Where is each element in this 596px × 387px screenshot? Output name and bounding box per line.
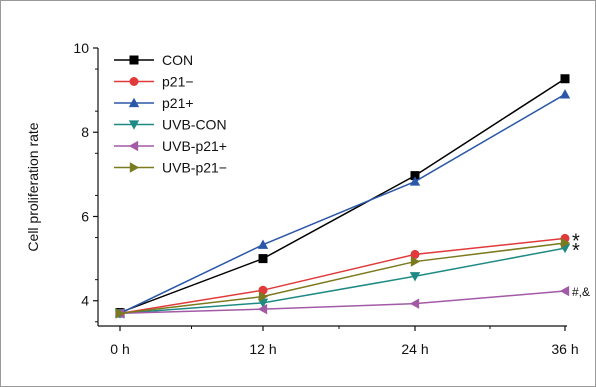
y-axis-title: Cell proliferation rate bbox=[25, 122, 41, 251]
x-ticks: 0 h 12 h 24 h 36 h bbox=[110, 326, 579, 357]
series-layer bbox=[114, 74, 571, 319]
series-line bbox=[119, 237, 566, 315]
data-point bbox=[409, 176, 421, 186]
series-line bbox=[119, 247, 566, 315]
series-line bbox=[119, 242, 566, 315]
legend-label: UVB-p21+ bbox=[162, 138, 227, 154]
data-point bbox=[409, 298, 420, 309]
legend-marker bbox=[128, 140, 139, 152]
legend-label: p21− bbox=[162, 74, 194, 90]
y-tick-label: 8 bbox=[81, 124, 89, 140]
y-tick-label: 10 bbox=[73, 40, 89, 56]
data-point bbox=[258, 254, 268, 264]
significance-annotation: * bbox=[572, 230, 580, 252]
significance-annotation: * bbox=[572, 240, 580, 262]
legend-label: p21+ bbox=[162, 95, 194, 111]
data-point bbox=[257, 298, 269, 309]
data-point bbox=[258, 291, 269, 302]
legend-entry: UVB-CON bbox=[114, 117, 227, 133]
series-line bbox=[119, 93, 566, 315]
data-point bbox=[560, 237, 571, 249]
data-point bbox=[257, 303, 268, 315]
data-point bbox=[115, 308, 126, 319]
data-point bbox=[560, 74, 570, 84]
axes bbox=[97, 48, 567, 327]
legend-entry: UVB-p21+ bbox=[114, 138, 227, 154]
series-4 bbox=[114, 285, 570, 319]
x-tick-label: 0 h bbox=[110, 341, 129, 357]
data-point bbox=[559, 285, 570, 297]
legend-marker bbox=[129, 162, 140, 173]
x-tick-label: 12 h bbox=[249, 341, 276, 357]
legend-entry: p21+ bbox=[114, 95, 194, 111]
legend-marker bbox=[128, 120, 140, 130]
annotations: ** #,& bbox=[572, 230, 590, 299]
y-tick-label: 4 bbox=[81, 293, 89, 309]
series-3 bbox=[114, 243, 571, 319]
legend-marker bbox=[128, 97, 140, 108]
legend-entry: UVB-p21− bbox=[114, 160, 227, 176]
legend-label: UVB-CON bbox=[162, 117, 227, 133]
legend-marker bbox=[129, 55, 139, 65]
x-tick-label: 36 h bbox=[551, 341, 578, 357]
legend-label: CON bbox=[162, 52, 193, 68]
data-point bbox=[410, 171, 420, 181]
data-point bbox=[257, 239, 269, 249]
y-ticks: 4 6 8 10 bbox=[73, 40, 98, 323]
legend-entry: p21− bbox=[114, 74, 194, 90]
data-point bbox=[409, 272, 421, 282]
legend: CON p21− p21+ UVB-CON UVB-p21+ UVB-p21− bbox=[114, 52, 227, 176]
y-tick-label: 6 bbox=[81, 208, 89, 224]
significance-annotation: #,& bbox=[572, 285, 590, 299]
data-point bbox=[410, 256, 421, 267]
x-tick-label: 24 h bbox=[401, 341, 428, 357]
series-line bbox=[119, 78, 566, 314]
data-point bbox=[559, 89, 571, 99]
legend-label: UVB-p21− bbox=[162, 160, 227, 176]
legend-marker bbox=[129, 77, 139, 86]
series-line bbox=[119, 290, 566, 315]
legend-entry: CON bbox=[114, 52, 193, 68]
series-2 bbox=[114, 89, 571, 318]
series-5 bbox=[115, 237, 571, 319]
data-point bbox=[410, 249, 420, 259]
